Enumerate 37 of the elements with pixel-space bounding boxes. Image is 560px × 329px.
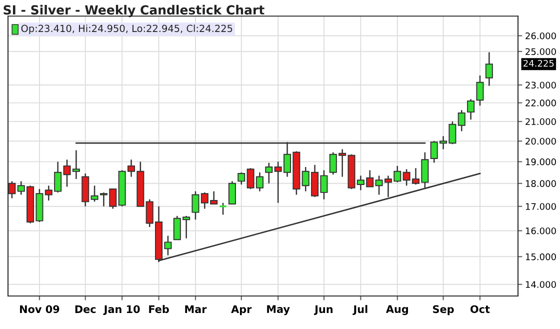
x-tick-label: Nov 09 <box>20 305 60 314</box>
y-tick-label: 20.000 <box>526 138 556 145</box>
candlestick <box>265 162 273 184</box>
candlestick <box>485 52 493 87</box>
y-tick-label: 15.000 <box>526 253 556 260</box>
y-tick-label: 18.000 <box>526 180 556 187</box>
y-tick-label: 21.000 <box>526 118 556 126</box>
candlestick <box>90 185 98 202</box>
x-tick-label: Jul <box>352 305 368 316</box>
text: 24.225 <box>524 60 554 67</box>
x-tick-label: Jun <box>314 305 333 316</box>
x-tick-label: Sep <box>433 305 454 316</box>
x-tick-label: Oct <box>470 305 490 314</box>
chart-title: SI - Silver - Weekly Candlestick Chart <box>4 4 264 18</box>
candlestick <box>476 74 484 106</box>
candlestick <box>218 202 228 216</box>
y-tick-label: 16.000 <box>526 227 556 234</box>
y-tick-label: 23.000 <box>526 82 556 89</box>
candlestick <box>228 180 236 205</box>
candlestick <box>238 172 246 186</box>
y-tick-label: 14.000 <box>526 281 556 288</box>
y-tick-label: 26.000 <box>526 32 556 40</box>
x-tick-label: Feb <box>149 305 169 314</box>
annotation: Op:23.410, Hi:24.950, Lo:22.945, Cl:24.225 <box>21 24 232 34</box>
y-tick-label: 22.000 <box>526 100 556 106</box>
y-tick-label: 25.000 <box>526 48 556 56</box>
x-tick-label: Dec <box>75 305 96 314</box>
x-tick-label: Mar <box>185 305 207 314</box>
x-tick-label: Aug <box>386 305 408 316</box>
candlestick <box>192 190 200 220</box>
y-tick-label: 19.000 <box>526 158 556 166</box>
x-tick-label: May <box>267 305 290 316</box>
candlestick <box>467 98 475 120</box>
x-tick-label: Apr <box>231 305 252 316</box>
candlestick <box>458 110 466 132</box>
x-tick-label: Jan 10 <box>103 305 140 316</box>
y-tick-label: 17.000 <box>526 203 556 210</box>
